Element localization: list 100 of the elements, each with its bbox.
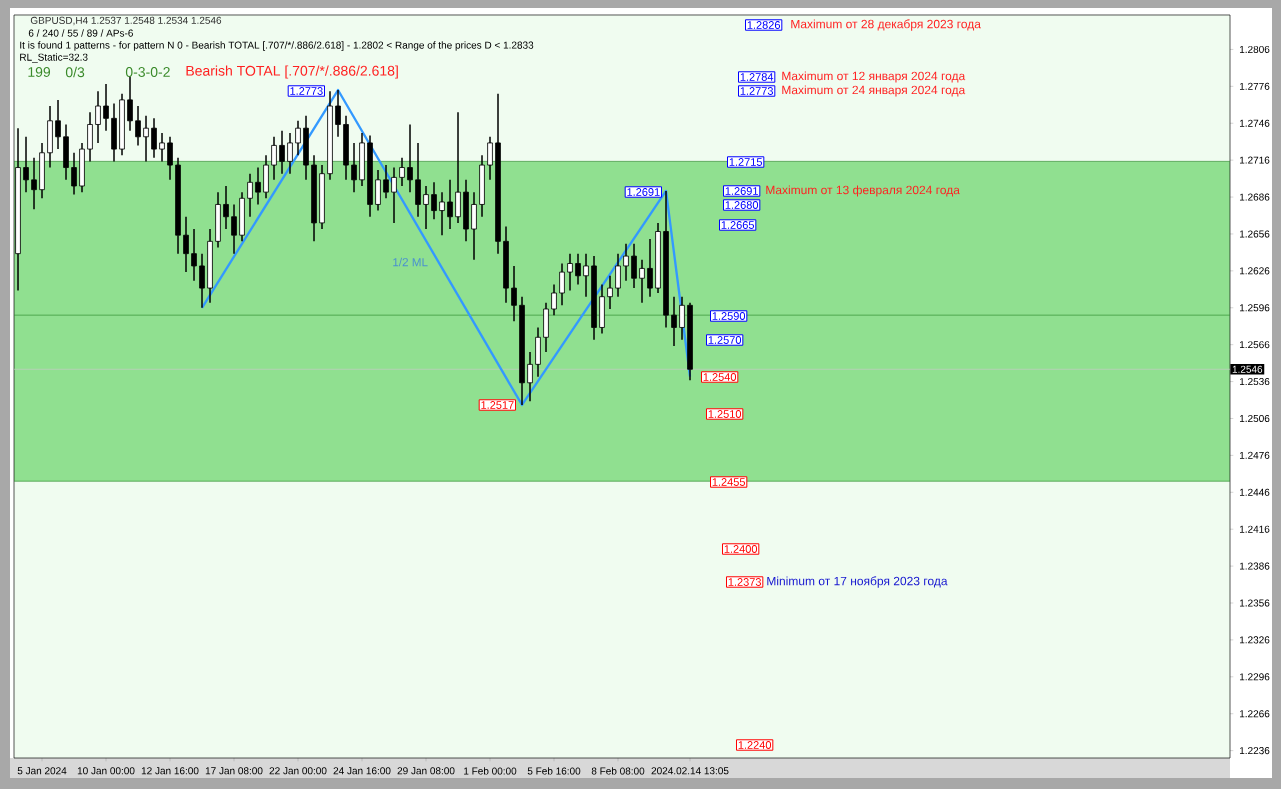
annotation: Minimum от 17 ноября 2023 года <box>767 576 948 588</box>
annotation: 1.2590 <box>712 312 746 320</box>
candlestick <box>679 295 685 341</box>
candlestick <box>527 351 533 403</box>
candlestick <box>655 222 661 294</box>
y-tick-label: 1.2356 <box>1239 599 1270 607</box>
candlestick <box>359 132 365 187</box>
y-tick-label: 1.2566 <box>1239 341 1270 349</box>
candlestick <box>631 243 637 289</box>
candlestick <box>191 228 197 282</box>
candlestick <box>351 142 357 193</box>
y-tick-label: 1.2806 <box>1239 45 1270 53</box>
candlestick <box>663 190 669 329</box>
line-series <box>200 88 692 407</box>
candlestick <box>39 142 45 200</box>
annotation: 0-3-0-2 <box>125 67 170 77</box>
y-tick-label: 1.2596 <box>1239 304 1270 312</box>
candlestick <box>135 105 141 147</box>
y-tick-label: 1.2326 <box>1239 636 1270 644</box>
candlestick <box>591 255 597 341</box>
y-tick-label: 1.2656 <box>1239 230 1270 238</box>
x-tick-label: 5 Feb 16:00 <box>527 767 581 775</box>
candlestick <box>87 111 93 163</box>
annotation: 1.2240 <box>738 741 772 749</box>
candlestick <box>303 115 309 181</box>
candlestick <box>319 164 325 230</box>
candlestick <box>415 142 421 218</box>
candlestick <box>31 156 37 211</box>
y-tick-label: 1.2506 <box>1239 414 1270 423</box>
candlestick <box>255 166 261 206</box>
candlestick <box>183 215 189 273</box>
candlestick <box>295 120 301 156</box>
candlestick <box>607 275 613 310</box>
annotation: 1.2773 <box>290 87 323 95</box>
annotation: Maximum от 12 января 2024 года <box>782 71 966 83</box>
candlestick <box>487 136 493 181</box>
candlestick <box>143 115 149 163</box>
y-tick-label: 1.2266 <box>1239 710 1270 718</box>
candlestick <box>287 132 293 175</box>
candlestick <box>327 90 333 181</box>
y-tick-label: 1.2416 <box>1239 525 1270 533</box>
candlestick <box>455 111 461 224</box>
candlestick <box>127 75 133 132</box>
x-tick-label: 10 Jan 00:00 <box>77 767 135 775</box>
annotation: Maximum от 24 января 2024 года <box>782 85 966 97</box>
candlestick <box>151 117 157 159</box>
y-tick-label: 1.2746 <box>1239 119 1270 127</box>
candlestick <box>383 164 389 200</box>
x-tick-label: 29 Jan 08:00 <box>397 767 455 775</box>
candlestick <box>535 326 541 378</box>
annotation: 1.2400 <box>724 545 758 553</box>
candlestick <box>23 136 29 193</box>
candlestick <box>447 179 453 230</box>
candlestick <box>583 252 589 298</box>
candlestick <box>231 203 237 255</box>
annotation: Maximum от 13 февраля 2024 года <box>766 185 960 197</box>
candlestick <box>159 132 165 163</box>
candlestick <box>471 191 477 261</box>
candlestick <box>55 99 61 150</box>
candlestick <box>687 302 693 382</box>
candlestick <box>407 123 413 193</box>
candlestick <box>391 166 397 224</box>
candlestick <box>175 156 181 255</box>
annotation: Bearish TOTAL [.707/*/.886/2.618] <box>186 65 398 79</box>
candlestick <box>247 172 253 218</box>
x-tick-label: 1 Feb 00:00 <box>464 767 517 775</box>
candlestick <box>479 154 485 218</box>
candlestick <box>519 295 525 406</box>
candlestick <box>575 252 581 286</box>
annotation: 1.2691 <box>627 188 660 196</box>
x-tick-label: 12 Jan 16:00 <box>141 767 199 775</box>
candlestick <box>551 283 557 316</box>
annotation: 1.2826 <box>747 21 781 29</box>
candlestick <box>47 105 53 169</box>
candlestick <box>463 179 469 243</box>
candlestick <box>167 136 173 181</box>
annotation: Maximum от 28 декабря 2023 года <box>791 19 981 31</box>
candlestick <box>343 115 349 181</box>
x-tick-label: 8 Feb 08:00 <box>591 767 645 775</box>
y-tick-label: 1.2446 <box>1239 488 1270 496</box>
candlestick <box>647 238 653 298</box>
annotation: 199 <box>28 67 51 77</box>
candlestick <box>271 136 277 181</box>
y-tick-label: 1.2686 <box>1239 193 1270 201</box>
candlestick <box>239 191 245 243</box>
candlestick <box>615 252 621 298</box>
candlestick <box>111 102 117 163</box>
candlestick <box>279 129 285 175</box>
candlestick <box>503 225 509 304</box>
candlestick <box>63 123 69 181</box>
candlestick <box>431 181 437 220</box>
candlestick <box>215 191 221 249</box>
x-tick-label: 24 Jan 16:00 <box>333 767 391 775</box>
annotation: 1.2570 <box>708 336 742 344</box>
candlestick <box>399 156 405 187</box>
candlestick <box>559 262 565 307</box>
x-tick-label: 5 Jan 2024 <box>17 767 67 775</box>
candlestick <box>95 90 101 144</box>
annotation: 1.2665 <box>721 221 755 229</box>
annotation: 1.2455 <box>712 478 746 486</box>
